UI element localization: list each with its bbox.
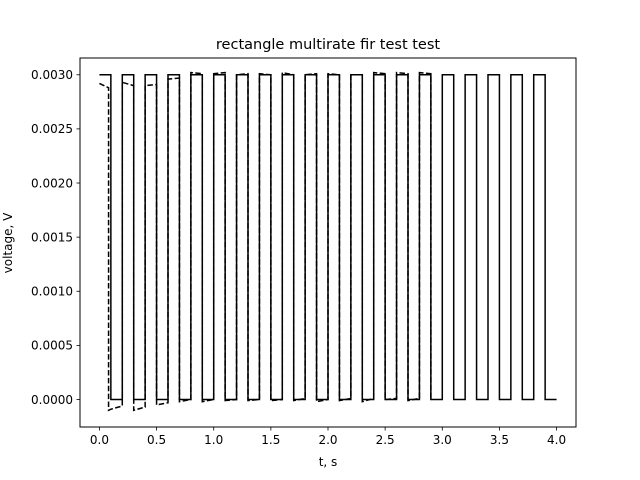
x-tick-label: 2.0 bbox=[318, 433, 337, 447]
y-tick-label: 0.0005 bbox=[31, 339, 73, 353]
y-tick-label: 0.0030 bbox=[31, 68, 73, 82]
series-layer bbox=[99, 71, 557, 412]
x-axis-label: t, s bbox=[319, 455, 338, 469]
x-tick-label: 2.5 bbox=[376, 433, 395, 447]
x-tick-label: 4.0 bbox=[547, 433, 566, 447]
y-tick-label: 0.0010 bbox=[31, 285, 73, 299]
x-tick-label: 3.0 bbox=[433, 433, 452, 447]
x-tick-label: 0.5 bbox=[147, 433, 166, 447]
x-axis: 0.0 0.5 1.0 1.5 2.0 2.5 3.0 3.5 4.0 bbox=[90, 427, 566, 447]
x-tick-label: 3.5 bbox=[490, 433, 509, 447]
y-tick-label: 0.0020 bbox=[31, 176, 73, 190]
y-tick-label: 0.0015 bbox=[31, 230, 73, 244]
x-tick-label: 1.0 bbox=[204, 433, 223, 447]
y-axis-label: voltage, V bbox=[1, 212, 15, 273]
y-tick-label: 0.0000 bbox=[31, 393, 73, 407]
series-line-dashed bbox=[99, 71, 432, 412]
chart-title: rectangle multirate fir test test bbox=[216, 37, 440, 53]
y-axis: 0.0000 0.0005 0.0010 0.0015 0.0020 0.0025 0.00… bbox=[31, 68, 80, 407]
x-tick-label: 1.5 bbox=[261, 433, 280, 447]
y-tick-label: 0.0025 bbox=[31, 122, 73, 136]
x-tick-label: 0.0 bbox=[90, 433, 109, 447]
